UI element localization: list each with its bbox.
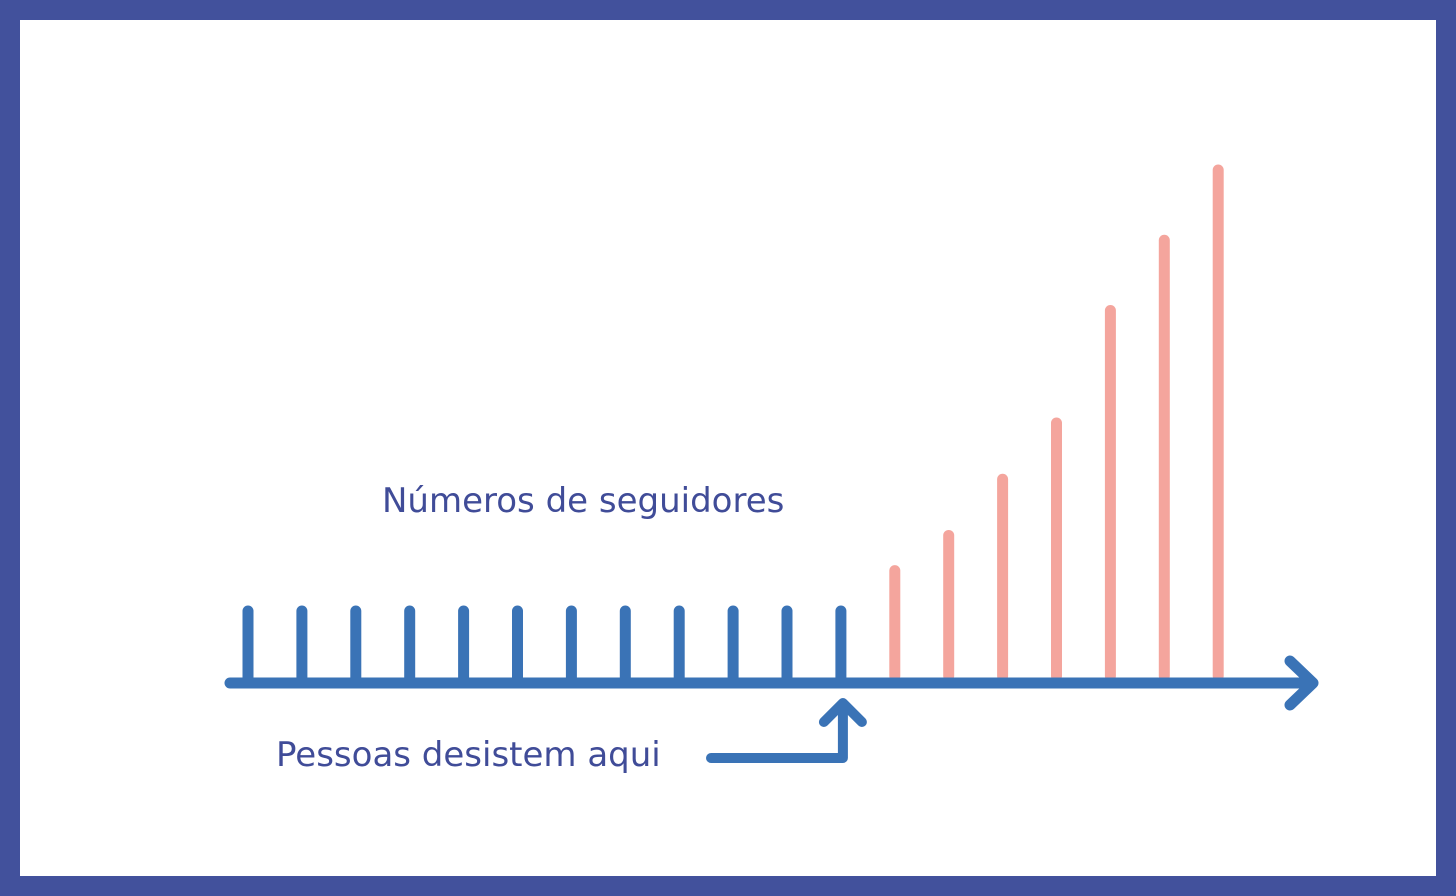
annotation-connector bbox=[706, 705, 848, 763]
x-axis bbox=[224, 655, 1319, 711]
arrow-up-icon bbox=[818, 698, 867, 727]
annotation-text: Pessoas desistem aqui bbox=[276, 735, 661, 775]
chart-title: Números de seguidores bbox=[382, 481, 784, 521]
x-axis-arrowhead-icon bbox=[1284, 655, 1319, 711]
bars-group bbox=[242, 164, 1224, 689]
annotation: Pessoas desistem aqui bbox=[276, 698, 867, 775]
